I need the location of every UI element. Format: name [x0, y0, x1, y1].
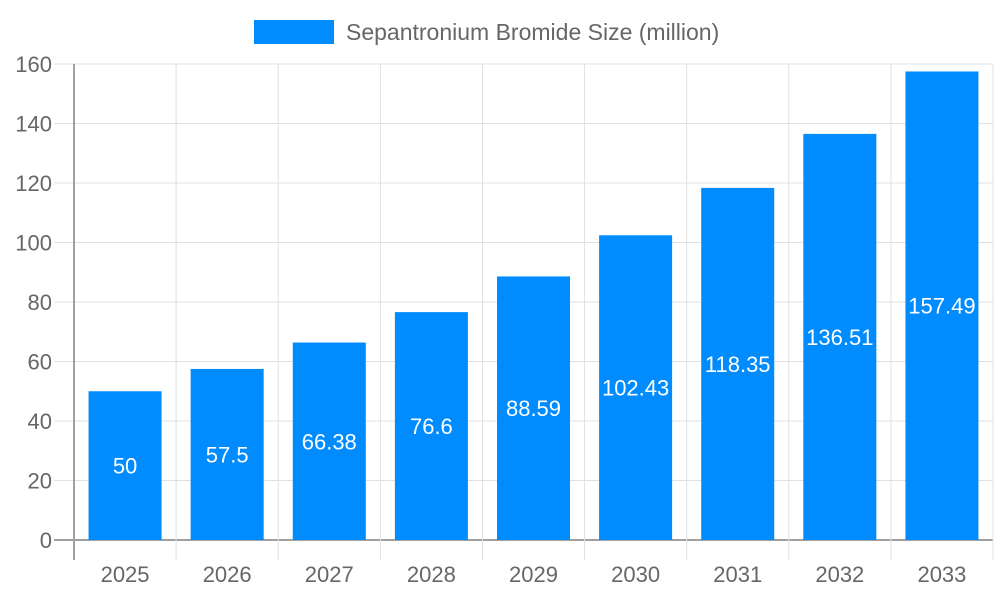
data-label: 88.59: [506, 396, 561, 421]
data-label: 118.35: [705, 352, 771, 377]
bar: [599, 235, 673, 540]
x-tick-label: 2026: [203, 562, 252, 587]
bar: [88, 391, 162, 540]
bar: [497, 276, 570, 540]
y-tick-label: 160: [15, 52, 52, 77]
y-tick-label: 140: [15, 112, 52, 137]
bar: [905, 71, 979, 540]
y-tick-label: 100: [15, 231, 52, 256]
x-tick-label: 2028: [407, 562, 456, 587]
bar: [701, 187, 775, 540]
bar: [190, 368, 264, 540]
x-tick-label: 2032: [815, 562, 864, 587]
x-tick-label: 2030: [611, 562, 660, 587]
y-tick-label: 0: [40, 528, 52, 553]
data-label: 102.43: [602, 376, 669, 401]
bar: [803, 133, 877, 540]
y-tick-label: 40: [28, 409, 52, 434]
data-label: 157.49: [908, 294, 975, 319]
bar: [394, 312, 468, 540]
x-tick-label: 2027: [305, 562, 354, 587]
bar: [292, 342, 366, 540]
data-label: 76.6: [410, 414, 453, 439]
y-tick-label: 20: [28, 469, 52, 494]
y-tick-label: 80: [28, 290, 52, 315]
data-label: 57.5: [206, 442, 249, 467]
data-label: 136.51: [806, 325, 873, 350]
legend-label: Sepantronium Bromide Size (million): [346, 19, 719, 45]
x-tick-label: 2025: [101, 562, 150, 587]
data-label: 66.38: [302, 429, 357, 454]
x-tick-label: 2031: [713, 562, 762, 587]
y-tick-label: 120: [15, 171, 52, 196]
y-tick-label: 60: [28, 350, 52, 375]
data-label: 50: [113, 454, 137, 479]
legend-swatch: [254, 20, 334, 44]
x-tick-label: 2029: [509, 562, 558, 587]
x-tick-label: 2033: [917, 562, 966, 587]
